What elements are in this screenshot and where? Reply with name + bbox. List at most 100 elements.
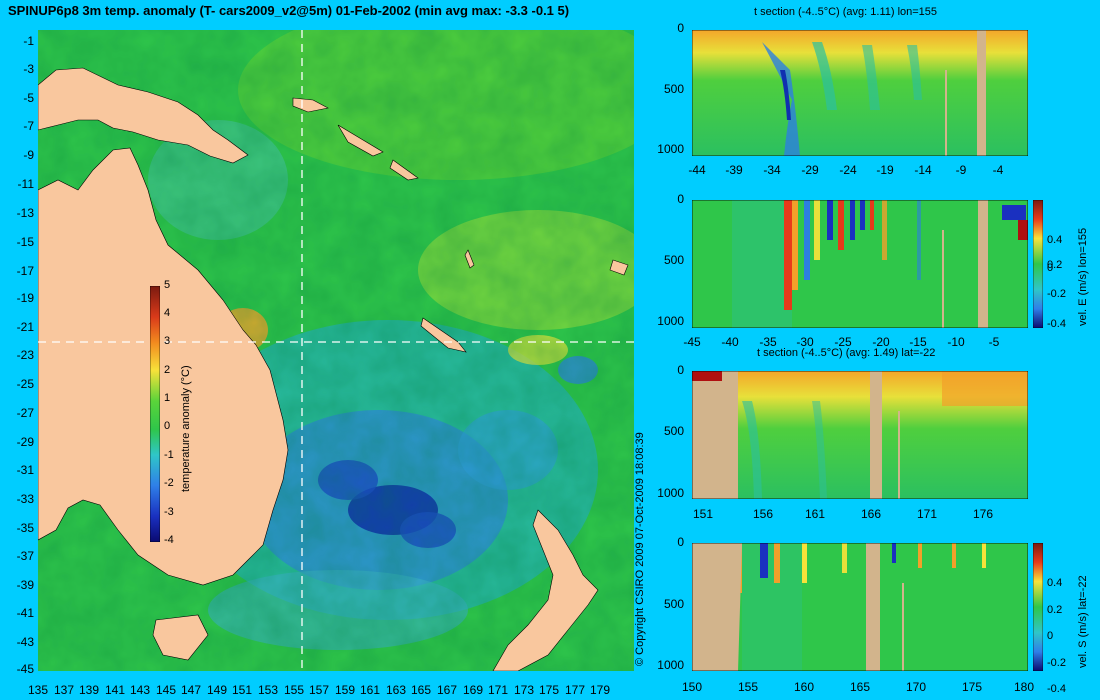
lon-label: 145 — [155, 683, 177, 697]
colorbar-tick: 5 — [164, 279, 171, 291]
lat-label: -5 — [23, 91, 34, 105]
lat-label: -13 — [16, 206, 34, 220]
lat-label: -33 — [16, 492, 34, 506]
panel4-cbar-tick: 0.2 — [1047, 604, 1063, 616]
panel4-cbar-tick: 0.4 — [1047, 577, 1063, 589]
colorbar-tick: 2 — [164, 364, 171, 376]
panel3-xtick: 176 — [972, 507, 994, 521]
panel2-vel-e-section — [692, 200, 1028, 328]
panel3-xtick: 151 — [692, 507, 714, 521]
panel4-cbar-tick: -0.4 — [1047, 683, 1066, 695]
panel3-xtick: 171 — [916, 507, 938, 521]
panel4-cbar-label: vel. S (m/s) lat=-22 — [1077, 575, 1089, 668]
panel2-xtick: -30 — [796, 335, 814, 349]
panel2-cbar-tick: -0.2 — [1047, 288, 1066, 300]
temperature-anomaly-map — [38, 30, 634, 671]
colorbar-tick: -1 — [164, 449, 174, 461]
panel4-xtick: 180 — [1013, 680, 1035, 694]
lon-label: 135 — [27, 683, 49, 697]
panel1-xtick: -9 — [955, 163, 967, 177]
lon-label: 179 — [589, 683, 611, 697]
colorbar-tick: -4 — [164, 534, 174, 546]
panel3-xtick: 161 — [804, 507, 826, 521]
lon-label: 177 — [564, 683, 586, 697]
copyright-text: © Copyright CSIRO 2009 07-Oct-2009 18:08… — [634, 432, 646, 666]
lat-label: -3 — [23, 62, 34, 76]
panel1-title: t section (-4..5°C) (avg: 1.11) lon=155 — [754, 6, 938, 18]
lat-label: -29 — [16, 435, 34, 449]
panel3-ytick: 0 — [677, 363, 684, 377]
lon-label: 167 — [436, 683, 458, 697]
lat-label: -11 — [17, 177, 34, 191]
lon-label: 149 — [206, 683, 228, 697]
panel1-ytick: 1000 — [657, 142, 684, 156]
lat-label: -15 — [16, 235, 34, 249]
panel4-ytick: 0 — [677, 535, 684, 549]
lon-label: 143 — [129, 683, 151, 697]
colorbar-tick: -3 — [164, 506, 174, 518]
colorbar-tick: 4 — [164, 307, 171, 319]
lat-label: -41 — [16, 606, 34, 620]
panel2-colorbar — [1033, 200, 1043, 328]
lon-label: 165 — [410, 683, 432, 697]
lat-label: -27 — [16, 406, 34, 420]
panel2-xtick: -35 — [759, 335, 777, 349]
lat-label: -35 — [16, 521, 34, 535]
panel1-ytick: 0 — [677, 21, 684, 35]
panel1-xtick: -39 — [725, 163, 743, 177]
panel2-cbar-tick: 0.4 — [1047, 234, 1063, 246]
lat-label: -39 — [16, 578, 34, 592]
panel2-xtick: -15 — [909, 335, 927, 349]
lon-label: 175 — [538, 683, 560, 697]
lon-label: 163 — [385, 683, 407, 697]
panel4-xtick: 165 — [849, 680, 871, 694]
panel1-ytick: 500 — [663, 82, 684, 96]
panel2-xtick: -40 — [721, 335, 739, 349]
panel4-xtick: 150 — [681, 680, 703, 694]
lat-label: -7 — [23, 119, 34, 133]
panel3-xtick: 156 — [752, 507, 774, 521]
panel2-cbar-label: vel. E (m/s) lon=155 — [1077, 227, 1089, 326]
lat-label: -25 — [16, 377, 34, 391]
lat-label: -17 — [16, 264, 34, 278]
panel3-title: t section (-4..5°C) (avg: 1.49) lat=-22 — [757, 347, 936, 359]
panel4-vel-s-section — [692, 543, 1028, 671]
lat-label: -23 — [16, 348, 34, 362]
lon-label: 157 — [308, 683, 330, 697]
lat-label: -31 — [16, 463, 34, 477]
panel4-xtick: 160 — [793, 680, 815, 694]
lat-label: -21 — [16, 320, 34, 334]
panel3-temp-section-lat-22 — [692, 371, 1028, 499]
lon-label: 153 — [257, 683, 279, 697]
colorbar-tick: 1 — [164, 392, 171, 404]
panel4-xtick: 175 — [961, 680, 983, 694]
panel2-cbar-tick: 0 — [1047, 262, 1054, 274]
panel4-cbar-tick: -0.2 — [1047, 657, 1066, 669]
panel4-ytick: 1000 — [657, 658, 684, 672]
colorbar-tick: 3 — [164, 335, 171, 347]
panel2-ytick: 500 — [663, 253, 684, 267]
panel4-xtick: 170 — [905, 680, 927, 694]
panel2-cbar-tick: 0.2 — [1047, 259, 1063, 271]
lat-label: -1 — [23, 34, 34, 48]
panel1-xtick: -44 — [688, 163, 706, 177]
lon-label: 141 — [104, 683, 126, 697]
lon-label: 161 — [359, 683, 381, 697]
panel3-ytick: 1000 — [657, 486, 684, 500]
lat-label: -19 — [16, 291, 34, 305]
panel3-xtick: 166 — [860, 507, 882, 521]
lat-label: -43 — [16, 635, 34, 649]
figure-title: SPINUP6p8 3m temp. anomaly (T- cars2009_… — [8, 3, 570, 18]
main-colorbar — [150, 286, 160, 542]
panel2-xtick: -10 — [947, 335, 965, 349]
panel1-xtick: -19 — [876, 163, 894, 177]
lon-label: 151 — [231, 683, 253, 697]
panel1-xtick: -14 — [914, 163, 932, 177]
panel2-ytick: 0 — [677, 192, 684, 206]
lon-label: 169 — [462, 683, 484, 697]
panel2-ytick: 1000 — [657, 314, 684, 328]
lon-label: 139 — [78, 683, 100, 697]
panel3-ytick: 500 — [663, 424, 684, 438]
panel2-xtick: -20 — [872, 335, 890, 349]
panel1-xtick: -24 — [839, 163, 857, 177]
